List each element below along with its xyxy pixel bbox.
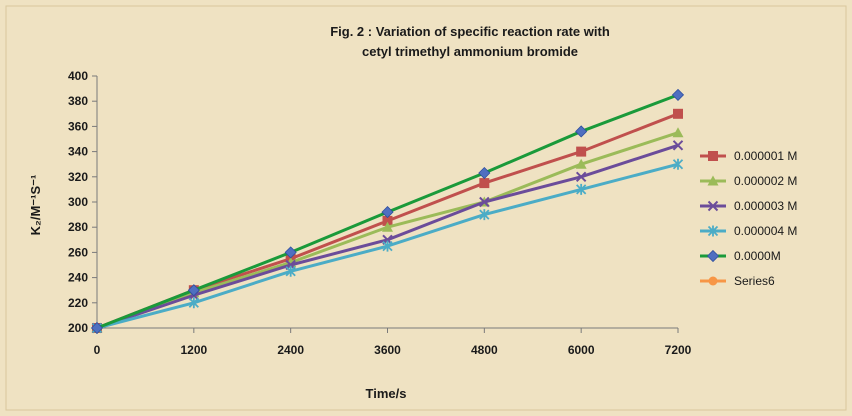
- x-tick-label: 4800: [471, 343, 498, 357]
- series-1-point: [576, 146, 587, 157]
- legend-item-3-swatch-marker: [707, 200, 719, 212]
- series-4-point: [285, 265, 296, 277]
- series-5-point: [284, 246, 297, 259]
- y-tick-label: 400: [68, 69, 88, 83]
- legend-item-4-swatch-marker: [707, 225, 719, 237]
- series-4-point: [576, 183, 587, 195]
- y-axis-title: K₂/M⁻¹S⁻¹: [28, 175, 43, 236]
- legend-item-6-swatch-marker: [708, 276, 718, 286]
- series-3-point: [479, 196, 490, 208]
- y-tick-label: 240: [68, 271, 88, 285]
- x-tick-label: 3600: [374, 343, 401, 357]
- legend-item-1-label: 0.000001 M: [734, 149, 797, 163]
- y-tick-label: 260: [68, 245, 88, 259]
- x-tick-label: 1200: [180, 343, 207, 357]
- series-5-point: [671, 88, 685, 101]
- series-3-point: [575, 171, 587, 183]
- series-1-point: [479, 178, 490, 189]
- y-tick-label: 340: [68, 145, 88, 159]
- chart-title-line-2: cetyl trimethyl ammonium bromide: [362, 44, 578, 59]
- series-2-point: [672, 127, 684, 138]
- series-1-point: [673, 108, 683, 119]
- legend-item-6-label: Series6: [734, 274, 775, 288]
- series-5-point: [90, 321, 104, 335]
- chart-frame: [5, 5, 847, 411]
- series-4-point: [382, 240, 393, 252]
- legend-item-2-swatch-marker: [707, 175, 719, 186]
- legend-item-4-label: 0.000004 M: [734, 224, 797, 238]
- series-2-point: [575, 158, 587, 169]
- plot-area: 200 220 240 260 280 300 320 340 360 380 400 0 1200 24…: [68, 69, 692, 357]
- y-tick-label: 220: [68, 296, 88, 310]
- series-2-point: [382, 221, 393, 232]
- y-tick-label: 200: [68, 321, 88, 335]
- legend-item-5-swatch-marker: [706, 249, 720, 263]
- series-4-point: [188, 297, 199, 309]
- x-tick-label: 6000: [568, 343, 595, 357]
- y-tick-label: 280: [68, 220, 88, 234]
- x-tick-label: 7200: [665, 343, 692, 357]
- x-axis-title: Time/s: [366, 386, 407, 401]
- y-tick-label: 360: [68, 119, 88, 133]
- x-tick-label: 2400: [277, 343, 304, 357]
- legend-item-5-label: 0.0000M: [734, 249, 781, 263]
- legend: 0.000001 M 0.000002 M 0.000003 M 0.000004 M…: [700, 149, 797, 288]
- series-5-point: [575, 125, 588, 138]
- series-3-point: [672, 140, 684, 151]
- legend-item-3-label: 0.000003 M: [734, 199, 797, 213]
- series-4-point: [672, 158, 684, 170]
- chart-title-line-1: Fig. 2 : Variation of specific reaction …: [330, 24, 610, 39]
- series-4-point: [479, 209, 490, 221]
- legend-item-1-swatch-marker: [708, 151, 718, 161]
- y-tick-label: 380: [68, 94, 88, 108]
- series-5-point: [381, 206, 394, 219]
- x-tick-label: 0: [94, 343, 101, 357]
- y-tick-label: 320: [68, 170, 88, 184]
- series-5-point: [187, 284, 200, 297]
- legend-item-2-label: 0.000002 M: [734, 174, 797, 188]
- series-5-point: [478, 166, 491, 180]
- y-tick-label: 300: [68, 195, 88, 209]
